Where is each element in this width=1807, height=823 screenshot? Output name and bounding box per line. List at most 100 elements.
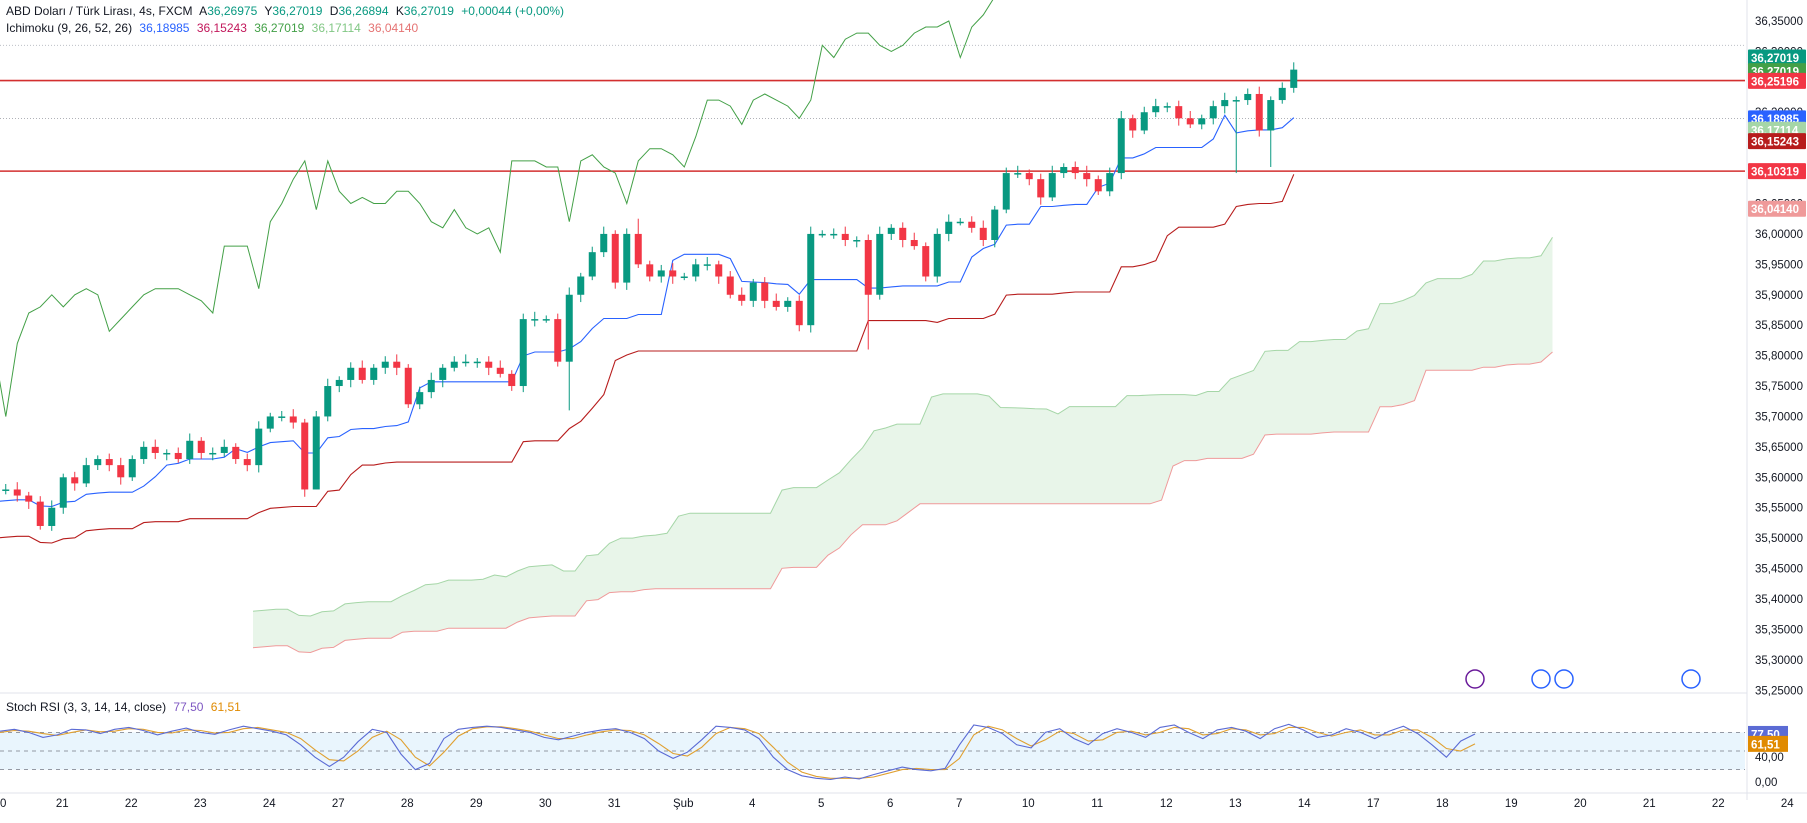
- candle: [2, 483, 10, 495]
- candle: [991, 205, 999, 248]
- candle: [462, 354, 470, 367]
- candle-body: [278, 416, 286, 418]
- price-label-text: 36,27019: [1751, 53, 1799, 65]
- candle: [163, 449, 171, 461]
- time-tick-label: 11: [1091, 798, 1103, 810]
- stoch-k-line: [0, 723, 1476, 781]
- candle-body: [462, 361, 470, 364]
- ohlc-high: Y36,27019: [264, 4, 323, 18]
- time-tick-label: 14: [1298, 798, 1311, 810]
- candle: [1152, 98, 1160, 118]
- candle: [25, 491, 33, 509]
- candle-body: [830, 233, 838, 236]
- candle-body: [611, 233, 619, 283]
- candle-body: [128, 459, 136, 478]
- time-axis: 0 21 22 23 24 27 28 29 30 31 Şub 4 5 6 7 10 11 12 13 14 17 18…: [0, 792, 1807, 810]
- candle-body: [554, 319, 562, 362]
- candle: [439, 364, 447, 388]
- price-tick-label: 35,80000: [1755, 351, 1803, 363]
- candle: [255, 421, 263, 473]
- candle-body: [404, 367, 412, 405]
- time-tick-label: Şub: [673, 798, 693, 810]
- price-tick-label: 35,70000: [1755, 411, 1803, 423]
- price-tick-label: 35,45000: [1755, 564, 1803, 576]
- stoch-rsi-pane: [0, 692, 1807, 781]
- price-label-text: 36,15243: [1751, 137, 1799, 149]
- candle-body: [899, 227, 907, 240]
- candle: [301, 418, 309, 497]
- candle: [358, 360, 366, 384]
- candle: [1037, 173, 1045, 205]
- symbol-legend[interactable]: ABD Doları / Türk Lirası, 4s, FXCM A36,2…: [6, 4, 568, 18]
- candle-body: [795, 300, 803, 326]
- candle-body: [36, 501, 44, 526]
- candle: [324, 378, 332, 422]
- stoch-label-box: [1748, 735, 1788, 752]
- candle-body: [657, 270, 665, 277]
- candle: [1083, 165, 1091, 187]
- ichimoku-tenkan-value: 36,18985: [139, 21, 190, 35]
- candle: [393, 354, 401, 376]
- candle: [531, 311, 539, 327]
- candle-body: [1152, 106, 1160, 113]
- price-label-box: [1748, 72, 1806, 89]
- candle-body: [1071, 166, 1079, 174]
- price-label-text: 36,25196: [1751, 76, 1799, 88]
- candle-body: [347, 367, 355, 380]
- candle-body: [531, 319, 539, 321]
- candle: [922, 242, 930, 282]
- candle-body: [979, 227, 987, 240]
- ichimoku-lines: [0, 0, 1295, 544]
- candle-body: [496, 367, 504, 374]
- ichimoku-spana-value: 36,17114: [311, 21, 361, 35]
- stoch-label-text: 61,51: [1751, 739, 1780, 751]
- time-tick-label: 4: [749, 798, 756, 810]
- candle-body: [358, 367, 366, 380]
- candle-body: [876, 233, 884, 295]
- price-tick-label: 35,85000: [1755, 320, 1803, 332]
- candle: [1267, 96, 1275, 167]
- candle: [565, 287, 573, 411]
- time-tick-label: 18: [1436, 798, 1449, 810]
- candle: [59, 473, 67, 514]
- price-axis: 36,3500036,3000036,2500036,2000036,15000…: [1746, 0, 1807, 818]
- candle: [1129, 114, 1137, 138]
- candle: [761, 277, 769, 309]
- candle-body: [209, 452, 217, 455]
- candle-body: [680, 276, 688, 279]
- candle-body: [669, 270, 677, 277]
- candle-body: [577, 276, 585, 295]
- candle: [243, 453, 251, 472]
- time-tick-label: 30: [539, 798, 552, 810]
- candle: [1002, 167, 1010, 214]
- tenkan-line: [0, 114, 1295, 508]
- candle: [289, 409, 297, 429]
- candle: [312, 410, 320, 490]
- candle: [1198, 114, 1206, 130]
- ichimoku-legend[interactable]: Ichimoku (9, 26, 52, 26) 36,18985 36,152…: [6, 21, 422, 35]
- senkou-span-b: [252, 351, 1553, 654]
- candle-body: [312, 416, 320, 490]
- candle-body: [450, 361, 458, 368]
- candle-body: [738, 294, 746, 301]
- candle-body: [1060, 166, 1068, 174]
- candle-body: [71, 477, 79, 484]
- time-tick-label: 24: [1781, 798, 1794, 810]
- candle-body: [1244, 93, 1252, 101]
- stoch-legend[interactable]: Stoch RSI (3, 3, 14, 14, close) 77,50 61…: [6, 700, 245, 714]
- candle: [1140, 106, 1148, 135]
- candle: [128, 455, 136, 481]
- candle: [1186, 111, 1194, 129]
- candle-body: [335, 379, 343, 387]
- stoch-title: Stoch RSI (3, 3, 14, 14, close): [6, 700, 167, 714]
- kijun-line: [0, 174, 1295, 544]
- ichimoku-spanb-value: 36,04140: [368, 21, 419, 35]
- candle-body: [1290, 69, 1298, 88]
- ohlc-low: D36,26894: [329, 4, 389, 18]
- price-label: 36,15243: [1748, 133, 1806, 150]
- time-tick-label: 29: [470, 798, 483, 810]
- candle: [232, 443, 240, 464]
- candle-body: [726, 276, 734, 295]
- candle: [209, 447, 217, 461]
